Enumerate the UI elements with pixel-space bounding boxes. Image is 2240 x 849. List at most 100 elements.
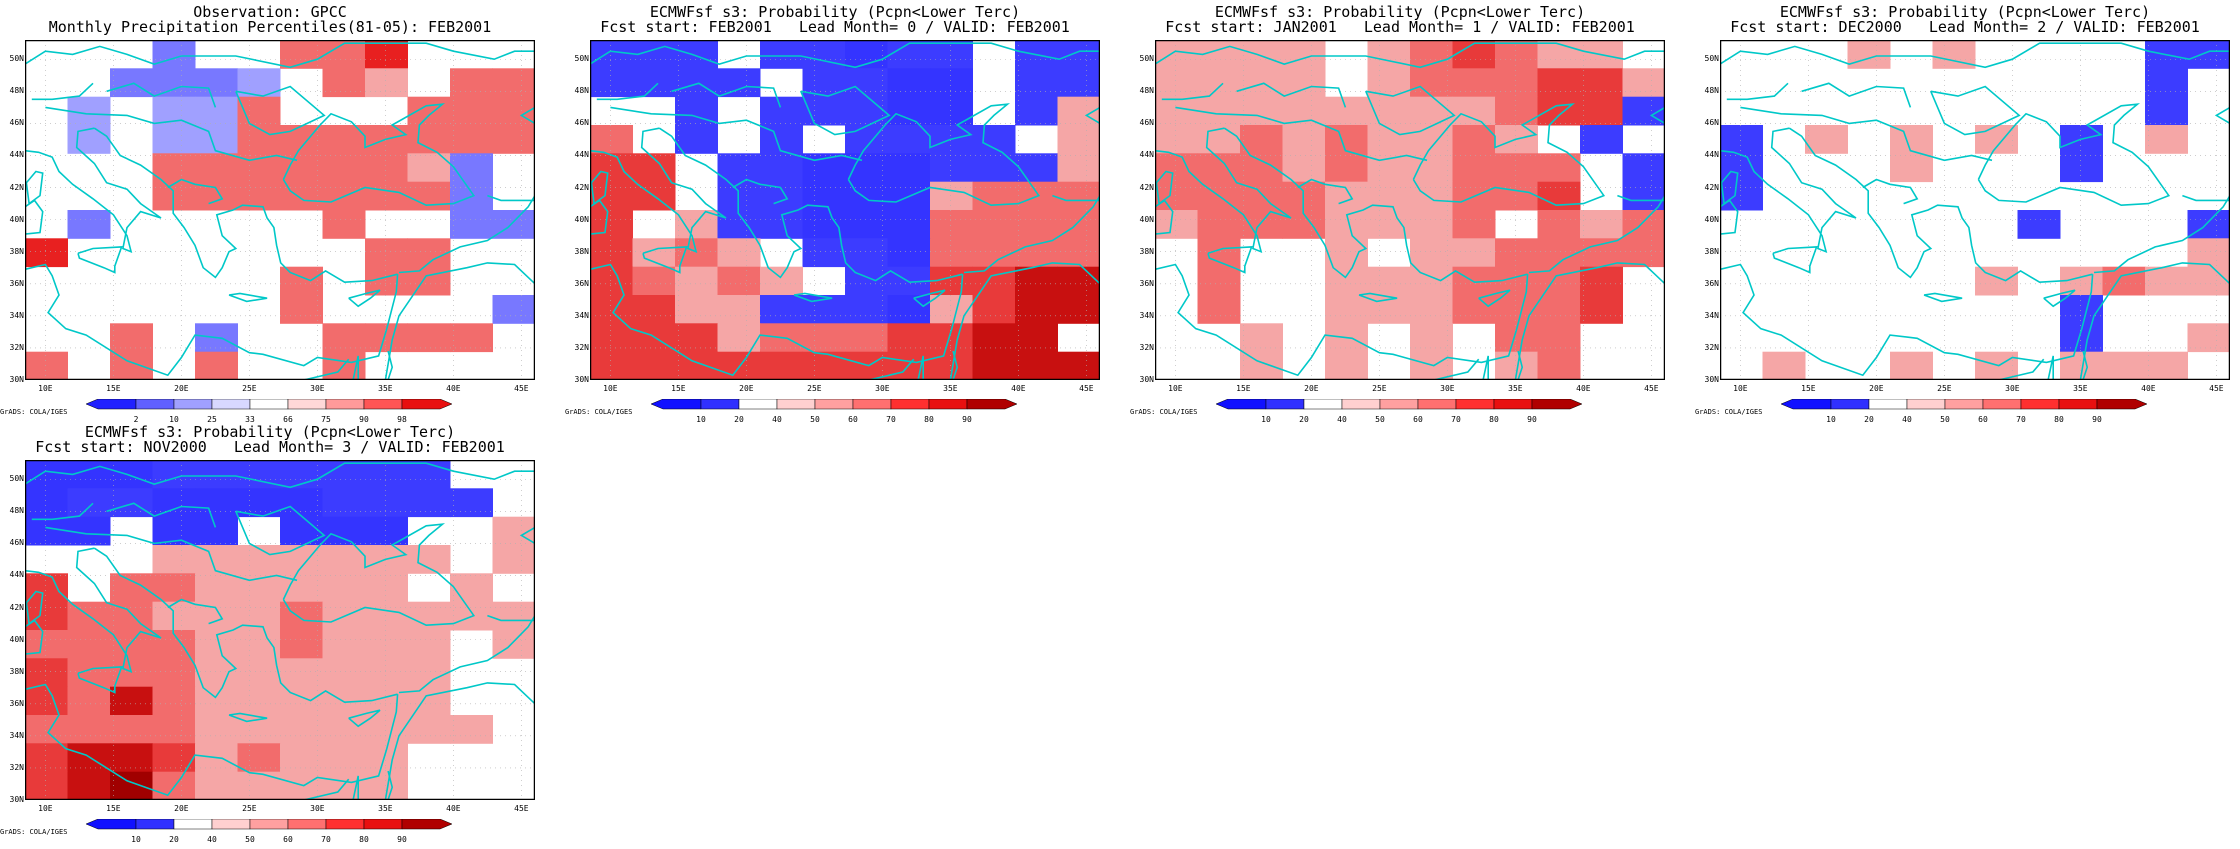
grid-cell <box>675 68 718 98</box>
coastline <box>106 502 217 528</box>
grid-cell <box>492 68 535 98</box>
grid-cell <box>1057 40 1100 69</box>
grid-cell <box>802 238 846 268</box>
grid-cell <box>25 686 68 716</box>
grid-cell <box>365 40 408 69</box>
lat-tick-label: 40N <box>9 214 24 224</box>
grid-cell <box>110 630 153 659</box>
colorbar-segment <box>1830 399 1870 410</box>
grid-cell <box>25 601 68 631</box>
grid-cell <box>407 601 451 631</box>
grid-cell <box>1580 68 1623 98</box>
grid-cell <box>802 210 846 239</box>
grid-cell <box>1580 295 1623 324</box>
lon-tick-label: 20E <box>174 804 189 813</box>
lat-tick-label: 32N <box>9 342 24 352</box>
coastline <box>1161 82 1224 101</box>
colorbar-tick-label: 25 <box>207 415 217 424</box>
grid-cell <box>280 715 323 744</box>
grid-cell <box>1452 153 1496 183</box>
coastline <box>1155 263 1529 377</box>
grid-cell <box>195 96 238 126</box>
coastline <box>1977 103 2171 207</box>
grid-cell <box>1197 210 1241 239</box>
lat-tick-label: 46N <box>1139 118 1154 128</box>
lon-tick-label: 10E <box>1733 384 1748 393</box>
grid-cell <box>322 460 366 489</box>
grid-cell <box>280 295 323 324</box>
grid-cell <box>1975 351 2018 380</box>
grid-cell <box>1537 210 1581 239</box>
grid-cell <box>1452 40 1496 69</box>
colorbar-segment <box>700 399 740 410</box>
lat-tick-label: 36N <box>9 698 24 708</box>
grid-cell <box>152 686 196 716</box>
grid-cell <box>1057 153 1100 183</box>
grid-cell <box>195 601 238 631</box>
grid-cell <box>930 181 973 211</box>
lon-tick-label: 30E <box>1440 384 1455 393</box>
map-plot-area <box>1720 40 2230 380</box>
colorbar-segment <box>1944 399 1984 410</box>
coastline <box>1720 127 1857 254</box>
grid-cell <box>1720 125 1763 154</box>
coastline <box>1052 194 1100 202</box>
lon-tick-label: 40E <box>446 384 461 393</box>
grid-cell <box>322 743 366 773</box>
grid-cell <box>1452 68 1496 98</box>
coastline <box>25 263 399 377</box>
grid-cell <box>237 743 281 773</box>
coastline <box>1517 350 1524 380</box>
grid-cell <box>1367 210 1411 239</box>
map-frame <box>1155 40 1665 380</box>
map-plot-area <box>590 40 1100 380</box>
lon-tick-label: 10E <box>38 384 53 393</box>
lon-tick-label: 25E <box>1372 384 1387 393</box>
grid-cell <box>590 210 633 239</box>
grid-cell <box>2102 351 2146 380</box>
grid-cell <box>632 351 676 380</box>
colorbar-segment <box>1265 399 1305 410</box>
grid-cell <box>195 125 238 154</box>
coastline <box>303 358 350 380</box>
colorbar-segment <box>852 399 892 410</box>
coastline <box>1207 246 1253 274</box>
grid-cell <box>67 715 111 744</box>
grid-cell <box>760 153 803 183</box>
coastline <box>387 770 394 800</box>
grid-cell <box>1720 153 1763 183</box>
grid-cell <box>1155 96 1198 126</box>
grid-cell <box>887 68 931 98</box>
grid-cell <box>492 210 535 239</box>
grid-cell <box>590 323 633 353</box>
grid-cell <box>2145 266 2188 296</box>
grid-cell <box>365 238 408 268</box>
coastline <box>1801 82 1912 108</box>
grid-cell <box>25 573 68 603</box>
coastline <box>1155 127 1292 254</box>
lat-tick-label: 34N <box>9 310 24 320</box>
lon-tick-label: 30E <box>875 384 890 393</box>
grid-cell <box>365 460 408 489</box>
colorbar-tick-label: 80 <box>2054 415 2064 424</box>
lon-tick-label: 15E <box>106 384 121 393</box>
lat-tick-label: 32N <box>1704 342 1719 352</box>
colorbar-segment <box>211 819 251 830</box>
coastline <box>398 195 535 274</box>
lon-tick-label: 40E <box>2141 384 2156 393</box>
colorbar-tick-label: 75 <box>321 415 331 424</box>
grid-cell <box>1720 181 1763 211</box>
colorbar-segment <box>738 399 778 410</box>
grid-cell <box>152 743 196 773</box>
lon-tick-label: 45E <box>514 804 529 813</box>
colorbar-segment <box>1341 399 1381 410</box>
grid-cell <box>365 68 408 98</box>
coastline <box>387 350 394 380</box>
lon-tick-label: 15E <box>1801 384 1816 393</box>
lat-tick-label: 46N <box>1704 118 1719 128</box>
colorbar-tick-label: 90 <box>2092 415 2102 424</box>
grid-cell <box>1452 96 1496 126</box>
lat-tick-label: 38N <box>1704 246 1719 256</box>
colorbar-segment <box>2096 399 2148 410</box>
grid-cell <box>1015 96 1058 126</box>
